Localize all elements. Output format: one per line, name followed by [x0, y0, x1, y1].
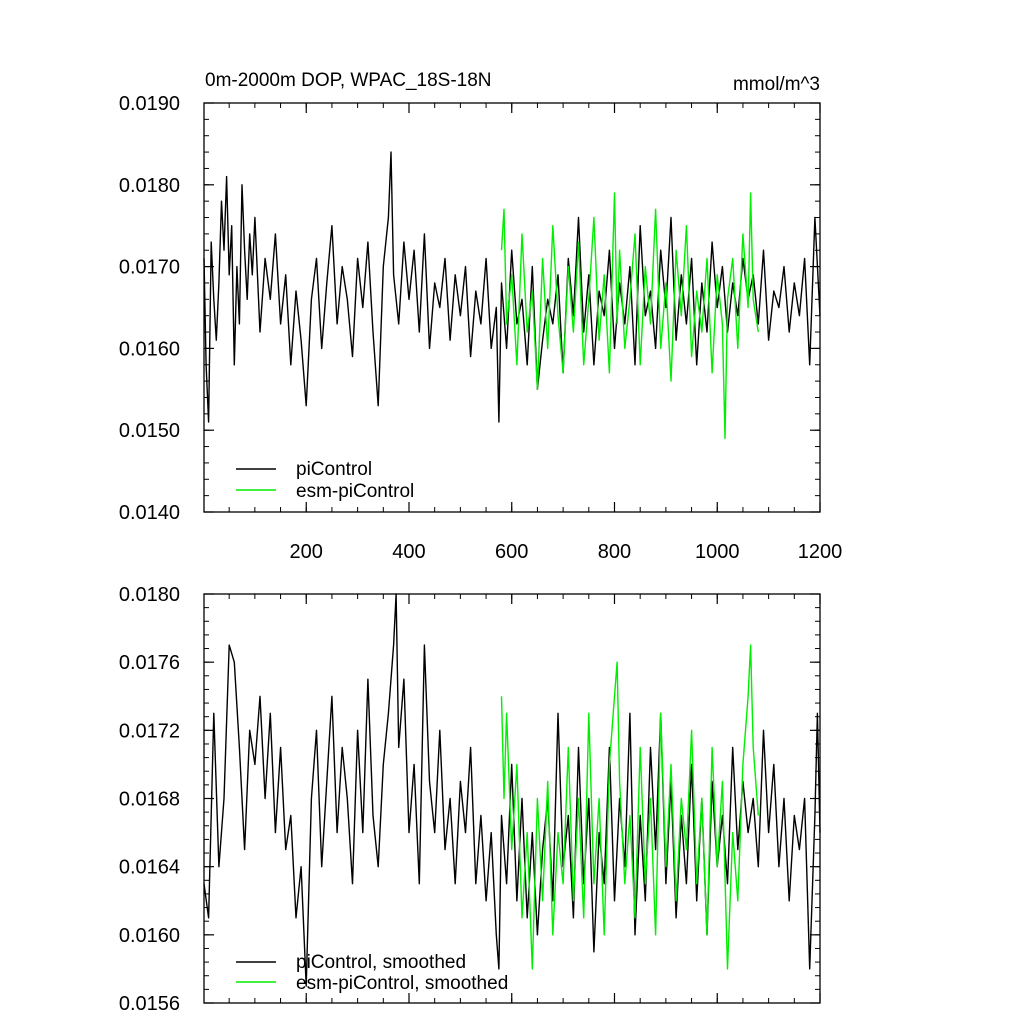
bottom-panel: 0.0156 0.0160 0.0164 0.0168 0.0172 0.0176 0.01…	[119, 584, 821, 1015]
bottom-y-tick-label: 0.0156	[119, 993, 180, 1015]
top-y-tick-label: 0.0190	[119, 93, 180, 115]
bottom-series-line-esm-picontrol-smoothed	[500, 644, 759, 970]
top-x-tick-label: 400	[392, 541, 425, 563]
legend-label-esm-picontrol: esm-piControl	[296, 481, 414, 502]
legend-label-esm-picontrol-smoothed: esm-piControl, smoothed	[296, 973, 508, 994]
top-x-tick-label: 1200	[798, 541, 843, 563]
bottom-series-line-picontrol-smoothed	[203, 593, 821, 987]
top-y-tick-label: 0.0160	[119, 338, 180, 360]
top-series-line-picontrol	[203, 151, 821, 423]
bottom-plot-frame	[203, 593, 821, 1004]
bottom-y-tick-label: 0.0172	[119, 720, 180, 742]
top-y-tick-label: 0.0150	[119, 420, 180, 442]
top-y-tick-label: 0.0180	[119, 175, 180, 197]
bottom-panel-legend: piControl, smoothed esm-piControl, smoot…	[236, 952, 508, 994]
bottom-y-tick-label: 0.0168	[119, 789, 180, 811]
top-y-tick-label: 0.0140	[119, 502, 180, 524]
top-x-tick-label: 800	[598, 541, 631, 563]
bottom-plot-area: 0.0156 0.0160 0.0164 0.0168 0.0172 0.0176 0.01…	[119, 584, 821, 1015]
bottom-y-tick-label: 0.0176	[119, 652, 180, 674]
bottom-y-tick-label: 0.0180	[119, 584, 180, 606]
legend-label-picontrol: piControl	[296, 459, 372, 480]
top-panel: 0m-2000m DOP, WPAC_18S-18N mmol/m^3 0.01…	[119, 70, 842, 563]
legend-label-picontrol-smoothed: piControl, smoothed	[296, 952, 466, 973]
top-x-tick-label: 600	[495, 541, 528, 563]
top-y-tick-label: 0.0170	[119, 257, 180, 279]
top-panel-title: 0m-2000m DOP, WPAC_18S-18N	[205, 70, 492, 91]
bottom-y-tick-label: 0.0164	[119, 857, 180, 879]
top-series-line-esm-picontrol	[500, 192, 759, 440]
bottom-y-tick-label: 0.0160	[119, 925, 180, 947]
top-plot-area: 0.0140 0.0150 0.0160 0.0170 0.0180 0.0190 200 4…	[119, 93, 842, 563]
top-panel-legend: piControl esm-piControl	[236, 459, 414, 502]
top-x-tick-label: 200	[290, 541, 323, 563]
top-panel-units: mmol/m^3	[733, 74, 820, 95]
top-x-tick-label: 1000	[695, 541, 740, 563]
